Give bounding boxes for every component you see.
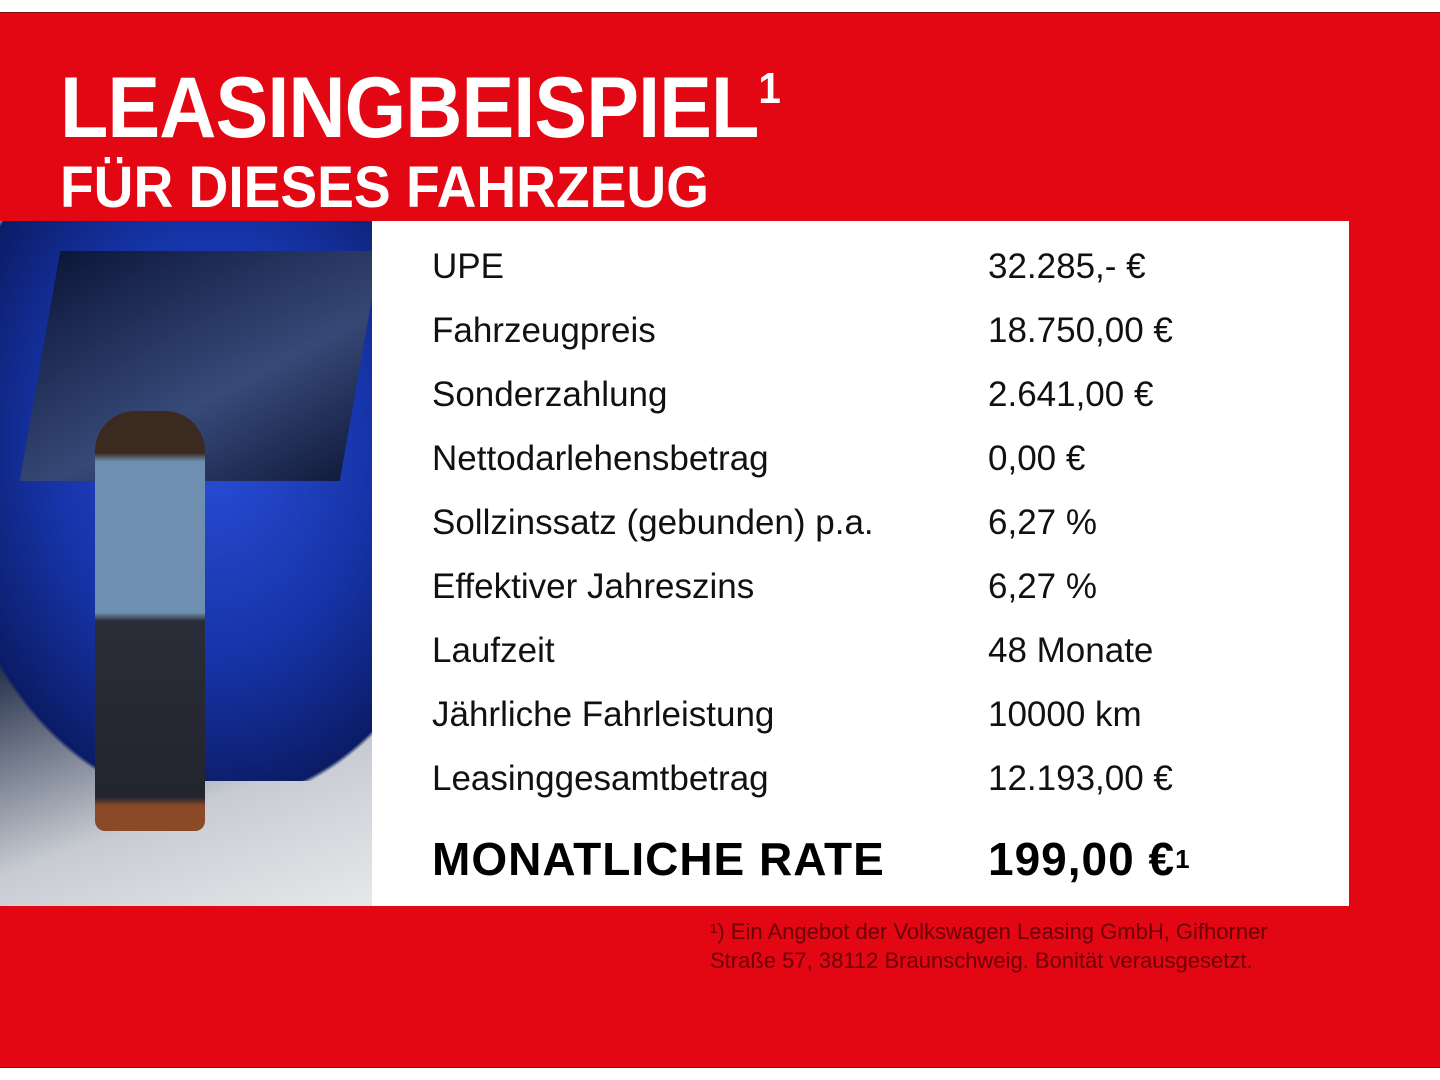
row-label: Fahrzeugpreis: [432, 311, 656, 350]
row-value: 12.193,00 €: [988, 759, 1173, 798]
row-value: 18.750,00 €: [988, 311, 1173, 350]
row-label: Laufzeit: [432, 631, 555, 670]
monthly-rate-label: MONATLICHE RATE: [432, 833, 885, 885]
row-label: UPE: [432, 247, 504, 286]
row-value: 10000 km: [988, 695, 1142, 734]
row-value: 6,27 %: [988, 503, 1097, 542]
monthly-rate-value: 199,00 €1: [988, 829, 1191, 889]
row-label: Effektiver Jahreszins: [432, 567, 755, 606]
title-footnote-mark: 1: [758, 64, 781, 113]
title-text: LEASINGBEISPIEL: [60, 60, 759, 156]
row-value: 0,00 €: [988, 439, 1086, 478]
leasing-table: UPE 32.285,- € Fahrzeugpreis 18.750,00 € S…: [372, 221, 1349, 906]
row-value: 6,27 %: [988, 567, 1097, 606]
row-value: 32.285,- €: [988, 247, 1146, 286]
row-label: Nettodarlehensbetrag: [432, 439, 769, 478]
row-value: 48 Monate: [988, 631, 1154, 670]
page-title: LEASINGBEISPIEL1: [60, 64, 781, 151]
row-label: Sonderzahlung: [432, 375, 668, 414]
footnote: ¹) Ein Angebot der Volkswagen Leasing Gm…: [710, 917, 1350, 975]
row-label: Sollzinssatz (gebunden) p.a.: [432, 503, 874, 542]
row-value: 2.641,00 €: [988, 375, 1154, 414]
monthly-rate-amount: 199,00 €: [988, 833, 1176, 885]
page-subtitle: FÜR DIESES FAHRZEUG: [60, 155, 710, 220]
footnote-line: Straße 57, 38112 Braunschweig. Bonität v…: [710, 948, 1253, 973]
row-label: Jährliche Fahrleistung: [432, 695, 775, 734]
footnote-line: ¹) Ein Angebot der Volkswagen Leasing Gm…: [710, 919, 1268, 944]
row-label: Leasinggesamtbetrag: [432, 759, 769, 798]
car-photo: [0, 221, 372, 906]
footnote-mark: 1: [1175, 844, 1191, 874]
man-figure: [95, 411, 205, 831]
